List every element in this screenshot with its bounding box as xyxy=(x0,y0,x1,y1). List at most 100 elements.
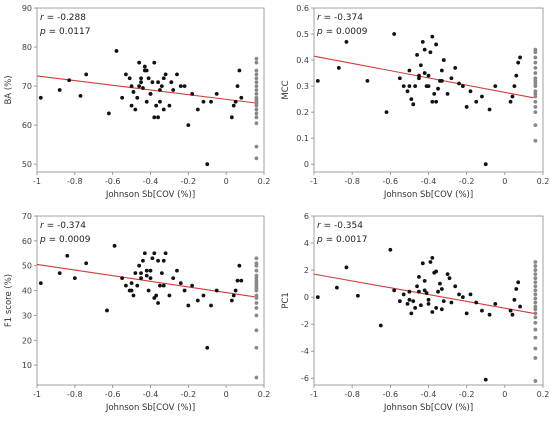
data-point xyxy=(426,301,431,306)
data-point xyxy=(161,76,166,81)
x-tick-label: -0.2 xyxy=(459,390,475,399)
data-point-grey xyxy=(533,65,538,70)
data-point xyxy=(430,34,435,39)
scatter-panel-3: -1 -0.8 -0.6 -0.4 -0.2 0 0.2 10 20 30 40 50 60 70 John… xyxy=(4,212,270,413)
data-point-grey xyxy=(533,260,538,264)
data-point-grey xyxy=(533,296,538,301)
data-point xyxy=(415,284,419,289)
data-point xyxy=(171,88,176,92)
regression-line xyxy=(36,75,255,104)
y-tick-label: -4 xyxy=(301,347,309,356)
data-point xyxy=(144,99,149,104)
data-point-grey xyxy=(533,60,538,65)
x-tick-label: -0.4 xyxy=(143,177,159,186)
y-tick-label: 0.6 xyxy=(296,4,309,13)
data-point xyxy=(457,292,461,297)
data-point xyxy=(449,76,454,81)
data-point xyxy=(57,271,62,276)
data-point-grey xyxy=(254,84,259,88)
data-point-grey xyxy=(254,92,259,96)
y-axis-label: MCC xyxy=(281,80,291,99)
data-point xyxy=(133,271,138,276)
data-point xyxy=(407,68,412,73)
data-point xyxy=(175,268,179,273)
data-point xyxy=(209,99,213,104)
data-point xyxy=(510,94,515,99)
data-point-grey xyxy=(254,107,259,112)
x-tick-label: -1 xyxy=(310,177,318,186)
data-point xyxy=(420,39,425,44)
data-point xyxy=(131,293,136,298)
data-point xyxy=(409,97,414,102)
data-point xyxy=(432,92,437,96)
data-point xyxy=(161,107,166,112)
data-point-grey xyxy=(533,280,538,285)
data-point xyxy=(418,63,423,68)
r-value-label: r = -0.288 xyxy=(40,13,86,23)
data-point xyxy=(214,288,219,293)
data-point xyxy=(508,99,513,104)
data-point xyxy=(439,78,444,83)
x-tick-label: -0.6 xyxy=(383,390,399,399)
data-point-grey xyxy=(254,80,259,85)
data-point xyxy=(483,162,488,167)
x-axis-label: Johnson Sb[COV (%)] xyxy=(383,190,473,200)
data-point xyxy=(487,312,492,317)
data-point xyxy=(413,84,418,88)
data-point-grey xyxy=(254,72,259,77)
x-axis-label: Johnson Sb[COV (%)] xyxy=(105,403,195,413)
data-point xyxy=(493,84,498,88)
data-point-grey xyxy=(533,327,538,332)
y-tick-label: 60 xyxy=(22,121,32,130)
data-point-grey xyxy=(533,276,538,281)
y-tick-label: 50 xyxy=(22,160,32,169)
x-tick-label: 0 xyxy=(224,390,229,399)
data-point xyxy=(315,78,320,83)
data-point xyxy=(159,84,164,88)
data-point xyxy=(480,94,484,99)
data-point xyxy=(161,258,166,263)
y-tick-label: 4 xyxy=(304,239,309,248)
data-point xyxy=(392,32,397,36)
data-point xyxy=(186,123,191,128)
data-point xyxy=(384,110,389,115)
data-point xyxy=(415,52,419,57)
data-point-grey xyxy=(254,88,259,92)
data-point xyxy=(127,76,132,81)
data-point xyxy=(139,271,143,276)
r-value-label: r = -0.374 xyxy=(40,221,86,231)
data-point xyxy=(365,78,370,83)
data-point xyxy=(156,80,160,85)
data-point xyxy=(237,68,242,73)
data-point-grey xyxy=(533,55,538,60)
x-tick-label: -0.4 xyxy=(421,390,437,399)
data-point xyxy=(413,306,418,310)
data-point xyxy=(106,111,111,116)
data-point xyxy=(434,42,439,47)
data-point xyxy=(182,84,187,88)
data-point xyxy=(229,298,234,303)
data-point xyxy=(401,84,406,88)
data-point xyxy=(422,47,427,52)
x-tick-label: -1 xyxy=(33,177,41,186)
x-tick-label: -0.2 xyxy=(181,390,197,399)
data-point xyxy=(460,295,465,300)
data-point xyxy=(464,105,469,109)
data-point xyxy=(178,281,183,286)
data-point-grey xyxy=(254,95,259,100)
data-point xyxy=(150,80,155,85)
regression-line xyxy=(313,55,534,99)
data-point-grey xyxy=(533,94,538,99)
data-point xyxy=(139,276,143,281)
data-point xyxy=(214,92,219,96)
y-tick-label: 50 xyxy=(22,262,32,271)
x-tick-label: 0 xyxy=(502,390,507,399)
data-point xyxy=(235,278,240,283)
y-tick-label: 40 xyxy=(22,287,32,296)
data-point xyxy=(148,276,153,281)
data-point-grey xyxy=(533,89,538,94)
x-axis-label: Johnson Sb[COV (%)] xyxy=(383,403,473,413)
data-point xyxy=(139,80,143,85)
r-value-label: r = -0.354 xyxy=(317,221,363,231)
